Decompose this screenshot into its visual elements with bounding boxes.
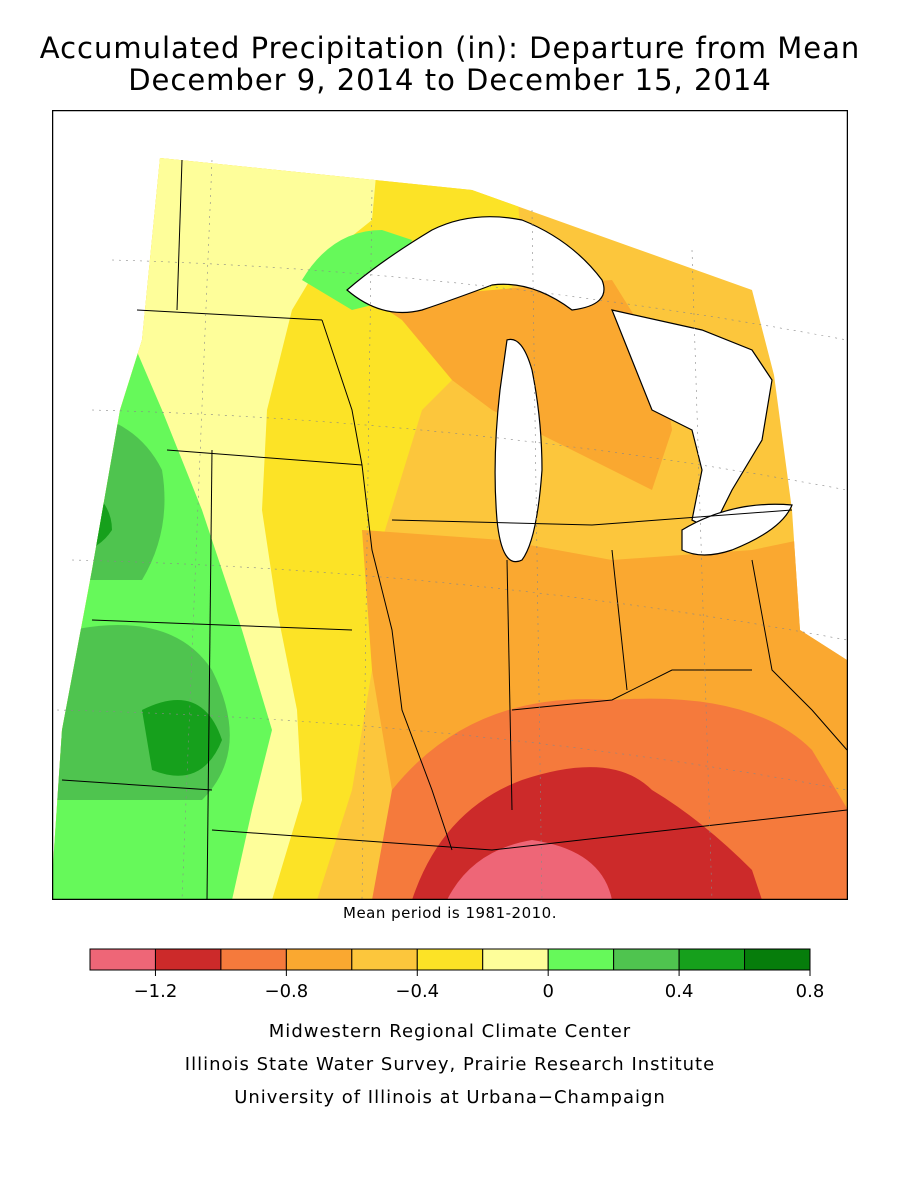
legend-tick-label: −0.8: [265, 981, 309, 1002]
lat-lon-gridlines: [56, 159, 848, 900]
credit-isws: Illinois State Water Survey, Prairie Res…: [184, 1054, 716, 1075]
contour-band-dark-green-south: [142, 700, 222, 776]
legend-swatch: [482, 948, 549, 971]
map-date-range: December 9, 2014 to December 15, 2014: [128, 63, 772, 97]
legend-tick-label: −1.2: [134, 981, 178, 1002]
legend-tick-label: 0.8: [796, 981, 825, 1002]
legend-swatch: [613, 948, 680, 971]
legend-swatches: [89, 948, 811, 971]
lake-erie: [681, 503, 793, 556]
legend-tick-label: 0.4: [665, 981, 694, 1002]
legend-tick-label: 0: [542, 981, 553, 1002]
legend-swatch: [678, 948, 746, 971]
mean-period-note: Mean period is 1981-2010.: [343, 904, 557, 922]
legend-ticks: −1.2 −0.8 −0.4 0 0.4 0.8: [134, 970, 825, 1002]
legend-tick-label: −0.4: [395, 981, 439, 1002]
legend-swatch: [416, 948, 484, 971]
map-title: Accumulated Precipitation (in): Departur…: [39, 31, 861, 65]
legend-swatch: [89, 948, 156, 971]
legend-swatch: [547, 948, 615, 971]
legend-swatch: [220, 948, 287, 971]
legend-swatch: [154, 948, 222, 971]
legend-swatch: [285, 948, 353, 971]
lake-michigan: [494, 338, 543, 563]
great-lakes: [346, 216, 793, 563]
precipitation-departure-map: [52, 110, 848, 900]
map-frame: [52, 110, 848, 900]
legend-swatch: [744, 948, 811, 971]
credit-uiuc: University of Illinois at Urbana−Champai…: [234, 1087, 666, 1108]
lake-superior: [346, 216, 605, 314]
legend-swatch: [351, 948, 418, 971]
credit-mrcc: Midwestern Regional Climate Center: [268, 1021, 632, 1042]
contour-band-pink: [447, 840, 612, 900]
state-boundaries: [61, 159, 848, 900]
color-legend: −1.2 −0.8 −0.4 0 0.4 0.8: [89, 948, 825, 1002]
contour-band-dark-green-north: [52, 470, 112, 553]
